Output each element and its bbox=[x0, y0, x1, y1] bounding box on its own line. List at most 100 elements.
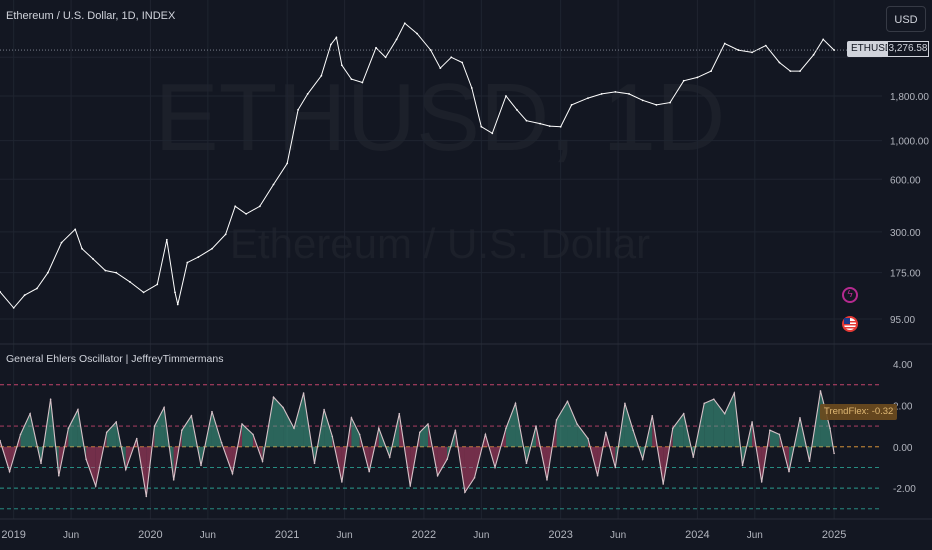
price-point bbox=[335, 36, 338, 39]
osc-point bbox=[135, 437, 138, 440]
osc-point bbox=[211, 410, 213, 413]
osc-point bbox=[576, 423, 578, 425]
price-point bbox=[737, 49, 740, 51]
x-tick-label: 2025 bbox=[822, 529, 846, 541]
osc-point bbox=[350, 417, 353, 419]
x-tick-label: 2021 bbox=[275, 529, 299, 541]
trendflex-label: TrendFlex: -0.32 bbox=[820, 404, 898, 420]
osc-point bbox=[358, 433, 361, 436]
osc-fill bbox=[672, 413, 684, 447]
osc-point bbox=[671, 427, 674, 429]
osc-fill bbox=[106, 421, 117, 447]
osc-point bbox=[833, 452, 835, 455]
osc-point bbox=[464, 491, 466, 494]
osc-point bbox=[769, 429, 771, 432]
osc-point bbox=[231, 472, 234, 475]
indicator-title[interactable]: General Ehlers Oscillator | JeffreyTimme… bbox=[6, 353, 224, 365]
price-point bbox=[822, 38, 825, 41]
price-point bbox=[600, 93, 603, 95]
osc-fill bbox=[369, 428, 379, 472]
osc-point bbox=[546, 479, 548, 481]
osc-fill bbox=[68, 409, 78, 447]
osc-point bbox=[566, 400, 569, 403]
osc-point bbox=[473, 476, 476, 479]
price-tick-label: 1,000.00 bbox=[890, 137, 929, 148]
price-point bbox=[655, 104, 658, 106]
us-flag-icon[interactable] bbox=[842, 316, 858, 332]
osc-point bbox=[67, 427, 70, 429]
osc-point bbox=[651, 414, 654, 417]
price-point bbox=[450, 56, 453, 59]
price-point bbox=[350, 78, 353, 80]
symbol-title[interactable]: Ethereum / U.S. Dollar, 1D, INDEX bbox=[6, 10, 176, 22]
osc-point bbox=[713, 398, 715, 401]
price-point bbox=[751, 51, 753, 54]
osc-point bbox=[799, 417, 801, 419]
osc-point bbox=[323, 408, 325, 411]
price-point bbox=[587, 97, 589, 100]
price-point bbox=[505, 95, 507, 97]
price-tick-label: 600.00 bbox=[890, 175, 921, 186]
price-point bbox=[129, 280, 131, 283]
osc-point bbox=[8, 470, 11, 473]
x-tick-label: 2020 bbox=[138, 529, 162, 541]
price-point bbox=[764, 44, 767, 47]
osc-point bbox=[105, 431, 108, 434]
osc-point bbox=[313, 462, 316, 465]
osc-point bbox=[514, 402, 517, 405]
watermark-name: Ethereum / U.S. Dollar bbox=[230, 220, 650, 267]
osc-fill bbox=[428, 424, 438, 476]
price-point bbox=[245, 213, 248, 215]
osc-point bbox=[388, 456, 391, 458]
watermark: ETHUSD, 1D Ethereum / U.S. Dollar bbox=[155, 64, 726, 267]
osc-point bbox=[808, 460, 811, 463]
osc-fill bbox=[324, 409, 333, 447]
price-point bbox=[439, 67, 442, 70]
price-point bbox=[723, 42, 726, 45]
currency-button[interactable]: USD bbox=[886, 6, 926, 32]
osc-fill bbox=[567, 401, 578, 447]
osc-point bbox=[200, 464, 202, 467]
price-point bbox=[525, 119, 528, 122]
osc-fill bbox=[713, 399, 725, 447]
osc-fill bbox=[419, 424, 429, 447]
osc-point bbox=[40, 462, 42, 465]
price-point bbox=[375, 46, 377, 49]
osc-fill bbox=[724, 393, 735, 447]
last-price-tag: 3,276.58 bbox=[887, 41, 929, 57]
osc-point bbox=[19, 433, 22, 436]
price-point bbox=[36, 287, 38, 290]
price-point bbox=[812, 53, 815, 56]
osc-point bbox=[115, 421, 118, 423]
x-tick-label: 2024 bbox=[685, 529, 709, 541]
osc-fill bbox=[526, 426, 537, 464]
price-point bbox=[306, 93, 309, 95]
price-point bbox=[330, 43, 332, 46]
price-point bbox=[156, 283, 159, 286]
price-point bbox=[641, 99, 644, 102]
price-point bbox=[403, 22, 406, 25]
osc-point bbox=[484, 433, 487, 436]
x-tick-label: Jun bbox=[63, 530, 79, 541]
osc-point bbox=[293, 427, 295, 429]
osc-point bbox=[252, 433, 254, 436]
osc-tick-label: 2.00 bbox=[893, 401, 913, 412]
osc-point bbox=[751, 421, 753, 423]
osc-point bbox=[427, 423, 429, 425]
osc-fill bbox=[624, 403, 634, 447]
osc-point bbox=[145, 495, 148, 498]
flash-icon[interactable]: ϟ bbox=[842, 287, 858, 303]
osc-point bbox=[494, 466, 496, 469]
price-point bbox=[92, 257, 94, 260]
osc-point bbox=[555, 419, 558, 421]
osc-fill bbox=[505, 403, 516, 447]
price-point bbox=[234, 205, 237, 208]
osc-point bbox=[614, 466, 617, 469]
osc-point bbox=[641, 458, 644, 460]
x-tick-label: Jun bbox=[337, 530, 353, 541]
price-point bbox=[384, 56, 387, 59]
osc-point bbox=[829, 427, 831, 429]
osc-point bbox=[153, 425, 156, 427]
osc-point bbox=[341, 481, 343, 483]
